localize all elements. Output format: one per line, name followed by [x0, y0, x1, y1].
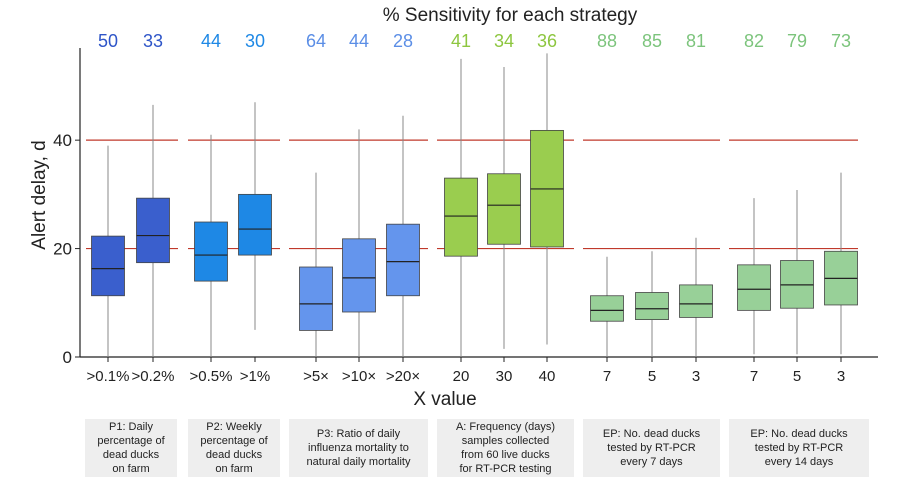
sensitivity-label: 73 [831, 31, 851, 51]
y-tick-label: 0 [63, 348, 72, 367]
box [444, 177, 478, 257]
sensitivity-label: 50 [98, 31, 118, 51]
x-tick-label: >5× [303, 368, 329, 385]
sensitivity-label: 64 [306, 31, 326, 51]
y-tick-label: 40 [53, 131, 72, 150]
box [737, 264, 771, 311]
group-caption: P1: Daily percentage of dead ducks on fa… [85, 419, 177, 477]
x-tick-label: >0.2% [132, 368, 175, 385]
sensitivity-label: 41 [451, 31, 471, 51]
x-tick-label: 20 [453, 368, 470, 385]
sensitivity-label: 30 [245, 31, 265, 51]
x-tick-label: 3 [837, 368, 845, 385]
x-axis-label: X value [413, 389, 476, 410]
x-tick-label: >20× [386, 368, 420, 385]
sensitivity-label: 88 [597, 31, 617, 51]
box [590, 295, 624, 322]
sensitivity-label: 79 [787, 31, 807, 51]
sensitivity-label: 28 [393, 31, 413, 51]
box [487, 173, 521, 245]
sensitivity-label: 44 [349, 31, 369, 51]
y-axis-label: Alert delay, d [29, 140, 50, 249]
box [635, 292, 669, 320]
x-tick-label: 40 [539, 368, 556, 385]
sensitivity-label: 36 [537, 31, 557, 51]
x-tick-label: >0.5% [190, 368, 233, 385]
x-tick-label: 30 [496, 368, 513, 385]
x-tick-label: 3 [692, 368, 700, 385]
group-caption: P2: Weekly percentage of dead ducks on f… [188, 419, 280, 477]
x-tick-label: 7 [603, 368, 611, 385]
group-caption: EP: No. dead ducks tested by RT-PCR ever… [729, 419, 869, 477]
box [386, 223, 420, 297]
box [299, 266, 333, 331]
x-tick-label: >0.1% [87, 368, 130, 385]
sensitivity-label: 34 [494, 31, 514, 51]
sensitivity-label: 82 [744, 31, 764, 51]
box [91, 235, 125, 297]
x-tick-label: 5 [648, 368, 656, 385]
x-tick-label: >10× [342, 368, 376, 385]
x-tick-label: 7 [750, 368, 758, 385]
sensitivity-label: 81 [686, 31, 706, 51]
box [136, 197, 170, 264]
group-caption: EP: No. dead ducks tested by RT-PCR ever… [583, 419, 720, 477]
plot-area: 02040>0.1%50>0.2%33>0.5%44>1%30>5×64>10×… [53, 31, 878, 385]
sensitivity-label: 85 [642, 31, 662, 51]
x-tick-label: >1% [240, 368, 270, 385]
group-caption: A: Frequency (days) samples collected fr… [437, 419, 574, 477]
box [194, 221, 228, 282]
x-tick-label: 5 [793, 368, 801, 385]
chart-title: % Sensitivity for each strategy [383, 5, 638, 26]
box [238, 193, 272, 256]
box [679, 284, 713, 318]
group-caption: P3: Ratio of daily influenza mortality t… [289, 419, 428, 477]
sensitivity-label: 44 [201, 31, 221, 51]
sensitivity-label: 33 [143, 31, 163, 51]
box [342, 238, 376, 313]
y-tick-label: 20 [53, 240, 72, 259]
